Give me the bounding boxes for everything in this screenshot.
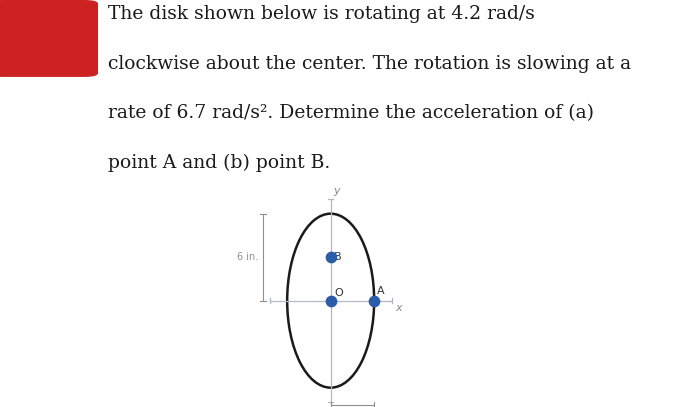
Text: 6 in.: 6 in. [237,252,258,262]
Text: A: A [377,286,384,296]
Text: rate of 6.7 rad/s². Determine the acceleration of (a): rate of 6.7 rad/s². Determine the accele… [108,104,594,123]
Text: y: y [334,186,340,196]
Text: point A and (b) point B.: point A and (b) point B. [108,154,330,172]
Text: x: x [395,303,402,313]
Point [369,298,380,304]
Text: The disk shown below is rotating at 4.2 rad/s: The disk shown below is rotating at 4.2 … [108,6,536,24]
FancyBboxPatch shape [0,0,98,77]
Point [325,298,336,304]
Point [325,254,336,260]
Text: B: B [334,252,342,262]
Text: O: O [334,288,343,298]
Text: clockwise about the center. The rotation is slowing at a: clockwise about the center. The rotation… [108,55,631,73]
